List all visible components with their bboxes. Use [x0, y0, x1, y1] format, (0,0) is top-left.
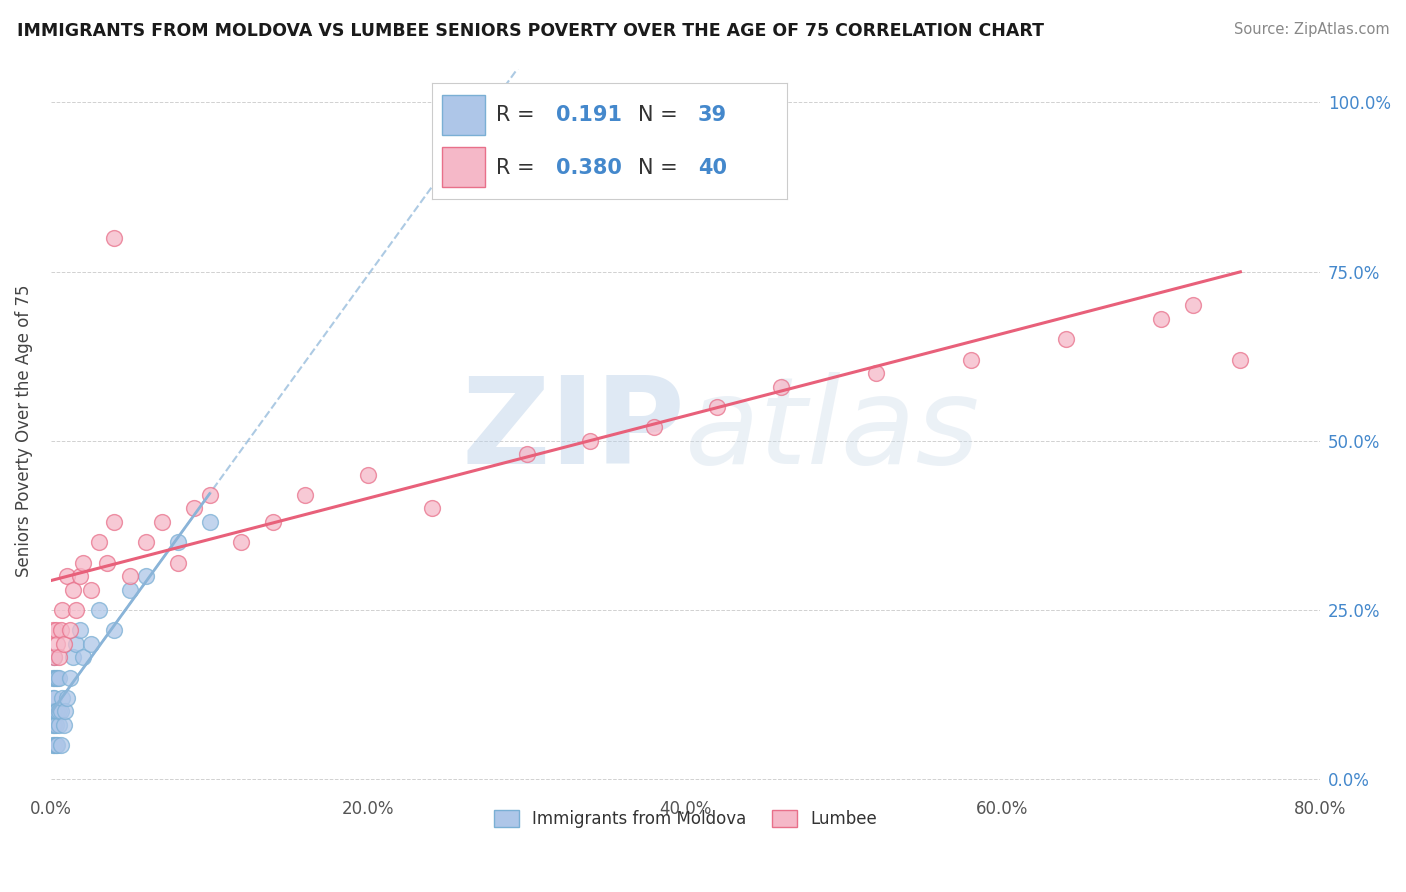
Point	[103, 624, 125, 638]
Point	[51, 603, 73, 617]
Point	[357, 467, 380, 482]
Point	[48, 718, 70, 732]
Point	[150, 515, 173, 529]
Point	[41, 624, 63, 638]
Point	[46, 739, 69, 753]
Point	[45, 624, 67, 638]
Point	[198, 515, 221, 529]
Point	[135, 535, 157, 549]
Point	[59, 624, 82, 638]
Point	[103, 515, 125, 529]
Text: atlas: atlas	[685, 372, 981, 489]
Point	[48, 671, 70, 685]
Point	[49, 739, 72, 753]
Point	[44, 705, 66, 719]
Point	[120, 569, 142, 583]
Point	[41, 718, 63, 732]
Point	[1181, 298, 1204, 312]
Point	[651, 143, 673, 157]
Point	[45, 705, 67, 719]
Point	[62, 650, 84, 665]
Point	[52, 718, 75, 732]
Point	[87, 603, 110, 617]
Point	[48, 650, 70, 665]
Point	[262, 515, 284, 529]
Point	[516, 447, 538, 461]
Y-axis label: Seniors Poverty Over the Age of 75: Seniors Poverty Over the Age of 75	[15, 285, 32, 577]
Point	[1229, 352, 1251, 367]
Point	[45, 739, 67, 753]
Point	[420, 501, 443, 516]
Point	[49, 705, 72, 719]
Point	[65, 637, 87, 651]
Point	[198, 488, 221, 502]
Point	[643, 420, 665, 434]
Point	[45, 718, 67, 732]
Point	[48, 705, 70, 719]
Point	[80, 582, 103, 597]
Point	[865, 366, 887, 380]
Point	[62, 582, 84, 597]
Point	[46, 705, 69, 719]
Point	[959, 352, 981, 367]
Point	[769, 379, 792, 393]
Point	[72, 556, 94, 570]
Point	[167, 556, 190, 570]
Point	[53, 705, 76, 719]
Point	[46, 637, 69, 651]
Point	[579, 434, 602, 448]
Point	[87, 535, 110, 549]
Point	[706, 400, 728, 414]
Point	[56, 569, 79, 583]
Point	[135, 569, 157, 583]
Point	[65, 603, 87, 617]
Point	[72, 650, 94, 665]
Point	[44, 650, 66, 665]
Point	[52, 637, 75, 651]
Point	[44, 690, 66, 705]
Point	[120, 582, 142, 597]
Point	[80, 637, 103, 651]
Point	[44, 739, 66, 753]
Point	[41, 739, 63, 753]
Point	[59, 671, 82, 685]
Point	[69, 624, 91, 638]
Point	[51, 690, 73, 705]
Point	[44, 671, 66, 685]
Text: ZIP: ZIP	[461, 372, 685, 489]
Point	[183, 501, 205, 516]
Point	[167, 535, 190, 549]
Point	[56, 690, 79, 705]
Point	[44, 650, 66, 665]
Point	[96, 556, 118, 570]
Point	[1054, 332, 1077, 346]
Point	[103, 230, 125, 244]
Legend: Immigrants from Moldova, Lumbee: Immigrants from Moldova, Lumbee	[488, 804, 883, 835]
Point	[49, 624, 72, 638]
Point	[45, 671, 67, 685]
Point	[41, 671, 63, 685]
Point	[69, 569, 91, 583]
Text: IMMIGRANTS FROM MOLDOVA VS LUMBEE SENIORS POVERTY OVER THE AGE OF 75 CORRELATION: IMMIGRANTS FROM MOLDOVA VS LUMBEE SENIOR…	[17, 22, 1043, 40]
Point	[41, 690, 63, 705]
Point	[1150, 312, 1173, 326]
Point	[46, 671, 69, 685]
Point	[41, 705, 63, 719]
Text: Source: ZipAtlas.com: Source: ZipAtlas.com	[1233, 22, 1389, 37]
Point	[44, 718, 66, 732]
Point	[294, 488, 316, 502]
Point	[231, 535, 253, 549]
